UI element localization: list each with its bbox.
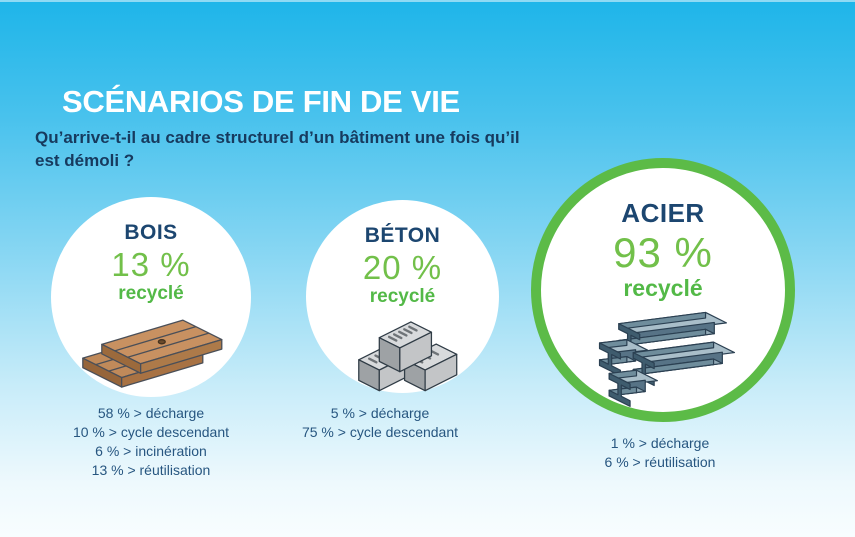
- breakdown-list-beton: 5 % > décharge 75 % > cycle descendant: [260, 404, 500, 442]
- breakdown-line: 10 % > cycle descendant: [72, 424, 230, 440]
- breakdown-line: 5 % > décharge: [330, 405, 430, 421]
- material-circle-acier: ACIER 93 % recyclé: [531, 158, 795, 422]
- top-edge-highlight: [0, 0, 855, 2]
- breakdown-line: 13 % > réutilisation: [91, 462, 211, 478]
- breakdown-line: 6 % > incinération: [95, 443, 207, 459]
- wood-planks-icon: [82, 319, 223, 388]
- recycled-percentage: 93 %: [613, 229, 713, 276]
- breakdown-line: 75 % > cycle descendant: [301, 424, 459, 440]
- breakdown-list-acier: 1 % > décharge 6 % > réutilisation: [530, 434, 790, 472]
- steel-beams-icon: [598, 311, 736, 407]
- page-title: SCÉNARIOS DE FIN DE VIE: [62, 84, 460, 119]
- material-name: BOIS: [124, 221, 178, 244]
- material-circle-beton: BÉTON 20 % recyclé: [306, 200, 499, 393]
- recycled-percentage: 13 %: [111, 246, 191, 283]
- material-circle-bois: BOIS 13 % recyclé: [51, 197, 251, 397]
- material-name: BÉTON: [364, 224, 441, 247]
- recycled-label: recyclé: [369, 286, 436, 307]
- recycled-label: recyclé: [118, 283, 184, 304]
- breakdown-line: 58 % > décharge: [97, 405, 205, 421]
- breakdown-line: 6 % > réutilisation: [604, 454, 716, 470]
- recycled-percentage: 20 %: [362, 249, 443, 286]
- breakdown-list-bois: 58 % > décharge 10 % > cycle descendant …: [31, 404, 271, 480]
- recycled-label: recyclé: [623, 275, 703, 301]
- page-subtitle: Qu’arrive-t-il au cadre structurel d’un …: [35, 128, 520, 170]
- breakdown-line: 1 % > décharge: [610, 435, 710, 451]
- concrete-blocks-icon: [357, 321, 457, 392]
- material-name: ACIER: [621, 198, 705, 228]
